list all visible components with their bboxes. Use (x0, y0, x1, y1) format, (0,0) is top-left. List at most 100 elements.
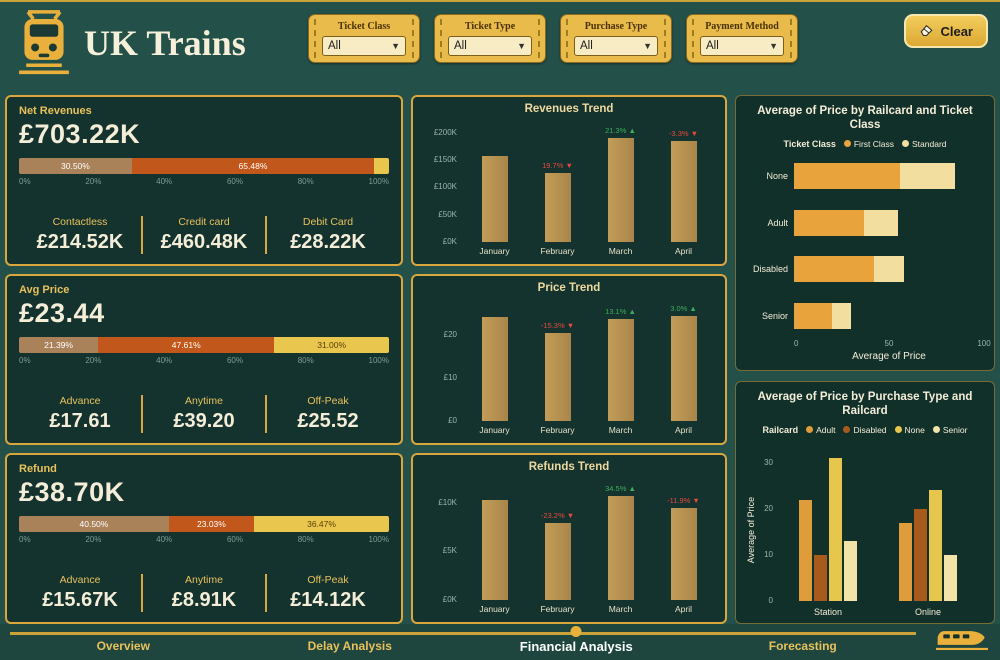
filter-purchase-type: Purchase Type All ▼ (560, 14, 672, 63)
purchase-type-dropdown[interactable]: All ▼ (574, 36, 658, 56)
bar[interactable] (829, 458, 842, 601)
bar-segment[interactable]: 36.47% (254, 516, 389, 532)
bar-segment[interactable] (794, 256, 874, 283)
y-axis-tick: £100K (433, 182, 457, 192)
axis-tick: 0% (19, 535, 31, 544)
ticket-class-dropdown[interactable]: All ▼ (322, 36, 406, 56)
header: UK Trains Ticket Class All ▼ Ticket Type… (0, 2, 1000, 90)
bar-segment[interactable] (832, 302, 851, 329)
bar-segment[interactable]: 47.61% (98, 337, 275, 353)
bar[interactable] (544, 173, 571, 242)
legend-item[interactable]: None (894, 425, 925, 435)
bar-group: -11.9% ▼ April (652, 496, 715, 614)
nav-timeline: Overview Delay Analysis Financial Analys… (10, 626, 917, 654)
filter-ticket-type: Ticket Type All ▼ (434, 14, 546, 63)
legend-item[interactable]: Adult (806, 425, 835, 435)
bar[interactable] (481, 156, 508, 242)
refunds-trend-chart: Refunds Trend £0K £5K £10K January -23.2% ▼… (411, 453, 727, 624)
bar[interactable] (481, 317, 508, 421)
legend-item[interactable]: Disabled (843, 425, 887, 435)
bar[interactable] (607, 319, 634, 421)
bar-segment[interactable] (900, 163, 956, 190)
metric-anytime: Anytime £8.91K (141, 574, 265, 612)
bar[interactable] (814, 555, 827, 601)
plot-area: Station Online (778, 443, 978, 617)
ticket-type-dropdown[interactable]: All ▼ (448, 36, 532, 56)
metric-value: £25.52 (297, 410, 359, 432)
bar[interactable] (944, 555, 957, 601)
bar[interactable] (544, 333, 571, 421)
axis-tick: 60% (226, 356, 243, 365)
bar-track (794, 163, 984, 190)
main-content: Net Revenues £703.22K 30.50% 65.48% 0% 20%… (0, 90, 1000, 624)
delta-label: 13.1% ▲ (605, 307, 636, 316)
card-title: Refund (19, 463, 57, 475)
x-axis-tick: 50 (884, 339, 894, 348)
bar-segment[interactable]: 30.50% (19, 158, 132, 174)
kpi-column: Net Revenues £703.22K 30.50% 65.48% 0% 20%… (5, 95, 403, 624)
bar-segment[interactable] (794, 209, 865, 236)
bar-group: 19.7% ▼ February (526, 161, 589, 256)
chevron-down-icon: ▼ (643, 41, 652, 51)
card-title: Net Revenues (19, 105, 92, 117)
legend-item[interactable]: First Class (843, 139, 894, 149)
bar[interactable] (844, 541, 857, 601)
legend-item[interactable]: Senior (932, 425, 967, 435)
clear-filters-button[interactable]: Clear (904, 14, 988, 48)
category-label: Disabled (752, 264, 788, 275)
nav-forecasting[interactable]: Forecasting (690, 635, 917, 654)
price-trend-chart: Price Trend £0 £10 £20 January -15.3% ▼ Febr… (411, 274, 727, 445)
bar[interactable] (607, 496, 634, 600)
metric-value: £460.48K (160, 231, 248, 253)
axis-tick: 80% (297, 535, 314, 544)
chart-title: Average of Price by Railcard and Ticket … (757, 105, 973, 132)
bar-segment[interactable] (374, 158, 389, 174)
payment-method-dropdown[interactable]: All ▼ (700, 36, 784, 56)
bar-segment[interactable]: 31.00% (274, 337, 389, 353)
x-axis-label: January (479, 604, 510, 614)
bar-segment[interactable]: 23.03% (168, 516, 255, 532)
bar[interactable] (670, 141, 697, 242)
bar-segment[interactable] (794, 163, 901, 190)
delta-label: -11.9% ▼ (667, 496, 700, 505)
axis-tick: 40% (156, 535, 173, 544)
bar-group: -3.3% ▼ April (652, 129, 715, 256)
y-axis-tick: £0K (442, 237, 457, 246)
bar[interactable] (799, 500, 812, 601)
bar[interactable] (929, 490, 942, 601)
metric-value: £214.52K (36, 231, 124, 253)
nav-delay-analysis[interactable]: Delay Analysis (237, 635, 464, 654)
bar[interactable] (914, 509, 927, 601)
y-axis-tick: £20 (443, 329, 457, 339)
bar-segment[interactable]: 21.39% (19, 337, 99, 353)
bar[interactable] (670, 508, 697, 600)
nav-overview[interactable]: Overview (10, 635, 237, 654)
legend-dot-icon (894, 426, 902, 434)
bar-segment[interactable] (794, 302, 832, 329)
y-axis-tick: 20 (764, 503, 773, 513)
metric-label: Debit Card (302, 216, 354, 228)
chart-title: Price Trend (537, 282, 601, 294)
bar-segment[interactable] (873, 256, 905, 283)
bar-segment[interactable]: 40.50% (19, 516, 169, 532)
legend-item[interactable]: Standard (902, 139, 947, 149)
bar-segment[interactable] (864, 209, 899, 236)
bar[interactable] (544, 523, 571, 600)
bar[interactable] (899, 523, 912, 601)
bar-group: January (463, 305, 526, 435)
metric-contactless: Contactless £214.52K (19, 216, 141, 254)
metric-anytime: Anytime £39.20 (141, 395, 265, 433)
metric-label: Advance (59, 395, 101, 407)
bar[interactable] (607, 138, 634, 242)
avg-price-card: Avg Price £23.44 21.39% 47.61% 31.00% 0% 20… (5, 274, 403, 445)
nav-financial-analysis[interactable]: Financial Analysis (463, 626, 690, 654)
bar[interactable] (670, 316, 697, 421)
delta-label: -3.3% ▼ (668, 129, 699, 138)
plot-area: January -23.2% ▼ February 34.5% ▲ March -11.9… (463, 475, 715, 614)
bar[interactable] (481, 500, 508, 600)
delta-label: 34.5% ▲ (605, 484, 636, 493)
plot-area: January 19.7% ▼ February 21.3% ▲ March -3.3% … (463, 117, 715, 256)
x-axis-label: February (540, 425, 575, 435)
axis-tick: 60% (226, 535, 243, 544)
bar-segment[interactable]: 65.48% (131, 158, 375, 174)
